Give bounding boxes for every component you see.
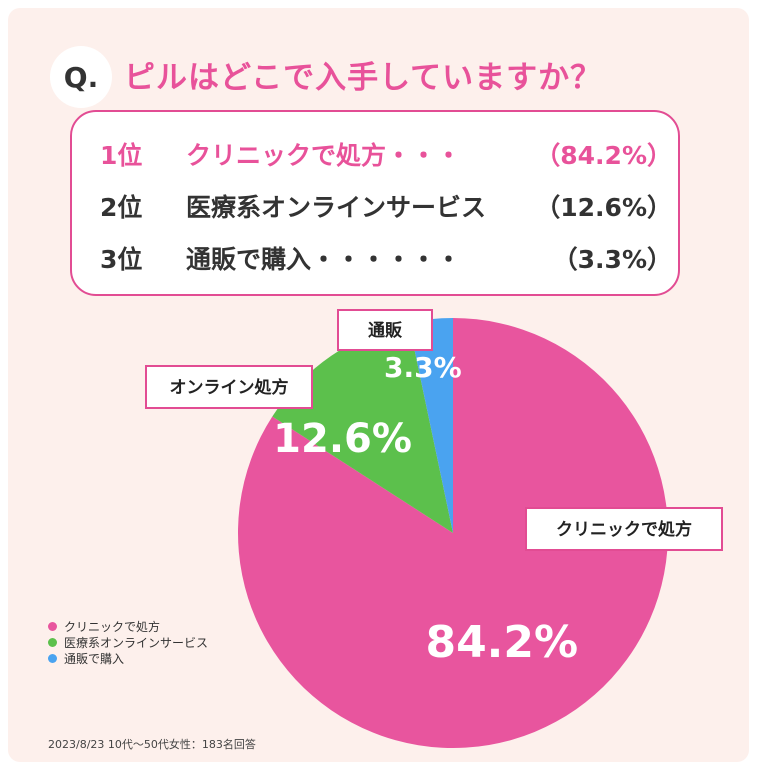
pie-slice [272, 322, 453, 533]
callout-label: 通販 [368, 320, 403, 341]
slice-callout: クリニックで処方 [525, 507, 723, 551]
rank-name: 通販で購入・・・・・・ [186, 245, 462, 274]
legend-dot [48, 653, 57, 663]
callout-label: オンライン処方 [170, 377, 289, 398]
slice-callout: オンライン処方 [145, 365, 313, 409]
legend-item: クリニックで処方 [48, 618, 208, 634]
pie-chart: クリニックで処方 オンライン処方 通販 84.2% 12.6% 3.3% [145, 309, 723, 749]
callout-label: クリニックで処方 [556, 519, 692, 540]
rank-percent: （3.3%） [552, 245, 672, 274]
slice-value-label: 84.2% [425, 617, 578, 668]
rank-number: 2位 [100, 193, 143, 222]
rank-percent: （12.6%） [535, 193, 672, 222]
question-badge: Q. [50, 46, 112, 108]
callout-box [525, 507, 723, 551]
callout-box [145, 365, 313, 409]
callout-box [337, 309, 433, 351]
legend: クリニックで処方 医療系オンラインサービス 通販で購入 [48, 618, 208, 666]
pie-slice [408, 318, 453, 533]
legend-dot [48, 637, 57, 647]
ranking-row-1: 1位 クリニックで処方・・・ （84.2%） [100, 136, 680, 176]
legend-label: 通販で購入 [64, 651, 125, 666]
legend-dot [48, 621, 57, 631]
legend-item: 医療系オンラインサービス [48, 634, 208, 650]
legend-label: 医療系オンラインサービス [64, 635, 209, 650]
ranking-row-2: 2位 医療系オンラインサービス （12.6%） [100, 188, 680, 228]
legend-item: 通販で購入 [48, 650, 208, 666]
rank-name: 医療系オンラインサービス [186, 193, 487, 222]
slice-value-label: 3.3% [384, 351, 462, 384]
ranking-box: 1位 クリニックで処方・・・ （84.2%） 2位 医療系オンラインサービス （… [70, 110, 680, 296]
slice-value-label: 12.6% [273, 416, 412, 462]
rank-number: 1位 [100, 141, 143, 170]
question-title: ピルはどこで入手していますか？ [124, 60, 603, 96]
rank-name: クリニックで処方・・・ [186, 141, 462, 170]
footnote: 2023/8/23 10代〜50代女性：183名回答 [48, 738, 256, 751]
chart-card: Q. ピルはどこで入手していますか？ 1位 クリニックで処方・・・ （84.2%… [8, 8, 749, 762]
rank-percent: （84.2%） [535, 141, 672, 170]
legend-label: クリニックで処方 [64, 619, 161, 634]
slice-callout: 通販 [337, 309, 433, 351]
rank-number: 3位 [100, 245, 143, 274]
ranking-row-3: 3位 通販で購入・・・・・・ （3.3%） [100, 240, 680, 280]
